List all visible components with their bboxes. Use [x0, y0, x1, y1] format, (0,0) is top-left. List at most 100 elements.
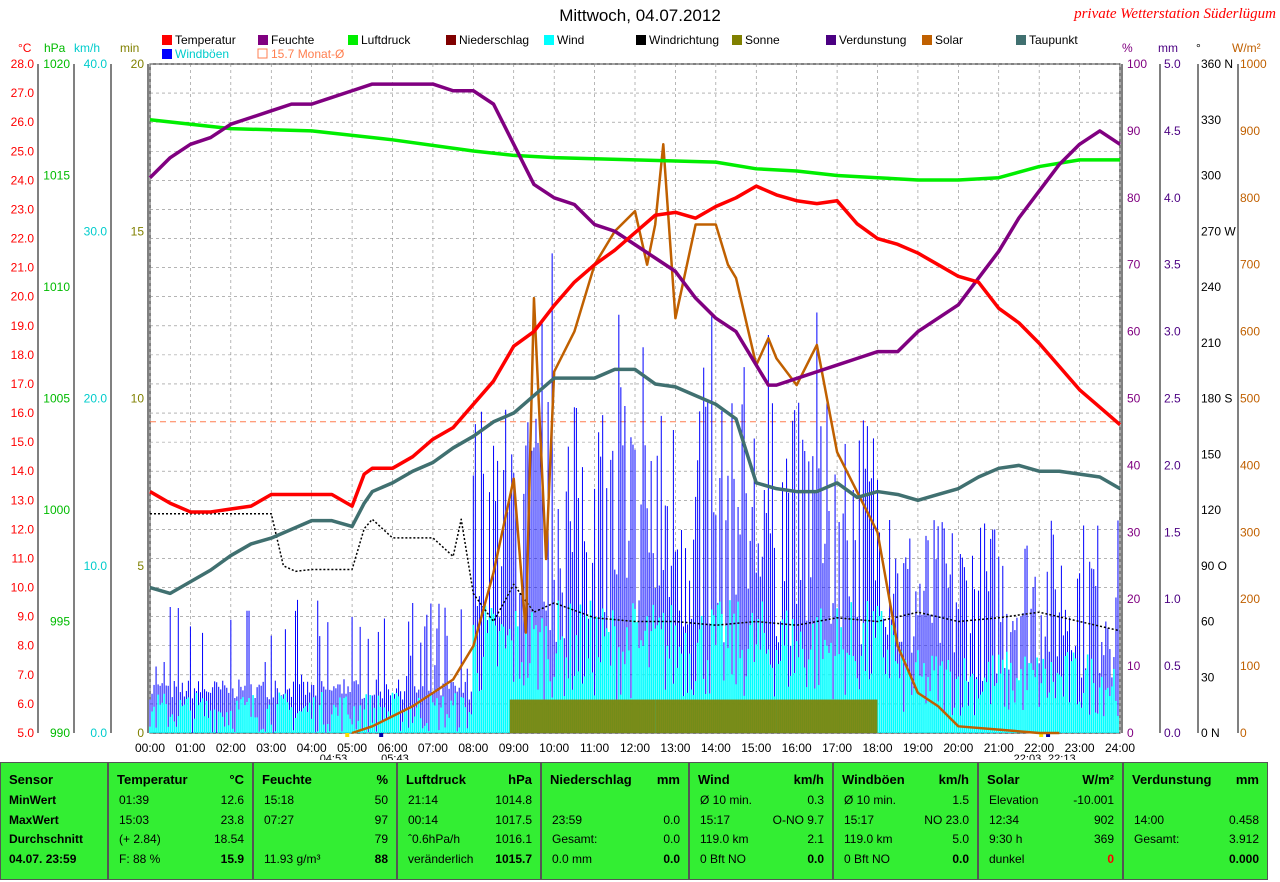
panel-row-time: (+ 2.84): [119, 832, 161, 846]
panel-verdunstung: Verdunstung mm 14:00 0.458 Gesamt: 3.912 0.000: [1123, 762, 1268, 880]
panel-row-time: 12:34: [989, 812, 1020, 827]
panel-header-label: Sensor: [9, 772, 54, 787]
panel-row-value: 0.0: [807, 851, 824, 866]
temp-axis-tick: 21.0: [11, 261, 35, 275]
panel-row-time: 14:00: [1134, 812, 1165, 827]
panel-header: Niederschlag mm: [550, 772, 680, 787]
pressure-axis-tick: 1015: [43, 169, 70, 183]
legend-label: Windböen: [175, 47, 229, 61]
solar-axis-tick: 800: [1240, 191, 1260, 205]
sun-axis-tick: 10: [131, 392, 145, 406]
x-tick-label: 16:00: [782, 741, 812, 755]
direction-axis-tick: 0 N: [1201, 726, 1220, 740]
panel-row-value: 369: [1093, 832, 1114, 846]
panel-row-value: 902: [1093, 812, 1114, 827]
x-tick-label: 01:00: [175, 741, 205, 755]
temp-axis-tick: 16.0: [11, 406, 35, 420]
panel-row-time: 21:14: [408, 793, 439, 807]
panel-row-label: 04.07. 23:59: [9, 851, 77, 866]
rain-axis-tick: 3.0: [1164, 325, 1181, 339]
legend-swatch: [162, 49, 172, 59]
temp-axis-tick: 11.0: [12, 551, 35, 565]
pressure-axis-tick: 1020: [43, 57, 70, 71]
temp-axis-tick: 19.0: [11, 319, 35, 333]
x-tick-label: 20:00: [943, 741, 973, 755]
x-mark-label: 05:43: [381, 753, 409, 760]
panel-row-value: 5.0: [952, 832, 969, 846]
panel-header-unit: hPa: [508, 772, 532, 787]
x-tick-label: 22:00: [1024, 741, 1054, 755]
direction-axis-tick: 30: [1201, 670, 1215, 684]
panel-niederschlag: Niederschlag mm 23:59 0.0 Gesamt: 0.0 0.0 mm 0.…: [541, 762, 689, 880]
panel-row-time: 119.0 km: [700, 832, 749, 846]
panel-row-value: 2.1: [807, 832, 824, 846]
legend-swatch: [446, 35, 456, 45]
x-tick-label: 18:00: [862, 741, 892, 755]
temp-axis-tick: 15.0: [11, 435, 35, 449]
panel-row-time: Ø 10 min.: [844, 793, 897, 807]
panel-row-value: 0.0: [663, 812, 680, 827]
panel-luftdruck: Luftdruck hPa 21:14 1014.8 00:14 1017.5 ˆ0.6hP…: [397, 762, 541, 880]
legend-label: Luftdruck: [361, 33, 411, 47]
panel-row-value: 18.54: [213, 832, 244, 846]
panel-feuchte: Feuchte% 15:18 50 07:27 97 79 11.93 g/m³ 88: [253, 762, 397, 880]
panel-row-time: ˆ0.6hPa/h: [408, 832, 461, 846]
panel-wind: Wind km/h Ø 10 min. 0.3 15:17 O-NO 9.7 119.0 k…: [689, 762, 833, 880]
panel-header: Solar W/m²: [987, 772, 1114, 787]
x-tick-label: 19:00: [903, 741, 933, 755]
panel-row-label: Durchschnitt: [9, 832, 84, 846]
panel-row-value: 79: [374, 832, 388, 846]
panel-row-value: 1014.8: [495, 793, 532, 807]
panel-header-label: Temperatur: [117, 772, 188, 787]
rain-axis-tick: 2.5: [1164, 392, 1181, 406]
sun-unit: min: [120, 41, 139, 55]
panel-header: Feuchte%: [262, 772, 388, 787]
x-tick-label: 21:00: [984, 741, 1014, 755]
direction-axis-tick: 270 W: [1201, 224, 1236, 238]
x-tick-label: 05:00: [337, 741, 367, 755]
rain-axis-tick: 0.0: [1164, 726, 1181, 740]
legend-swatch: [162, 35, 172, 45]
panel-row-value: 0.0: [663, 851, 680, 866]
sun-axis-tick: 5: [137, 559, 144, 573]
panel-row-time: 00:14: [408, 812, 439, 827]
x-tick-label: 03:00: [256, 741, 286, 755]
sun-axis-tick: 0: [137, 726, 144, 740]
temp-axis-tick: 26.0: [11, 115, 35, 129]
panel-row-time: 0.0 mm: [552, 851, 593, 866]
temp-axis-tick: 12.0: [11, 522, 35, 536]
direction-axis-tick: 330: [1201, 113, 1221, 127]
panel-row-time: 01:39: [119, 793, 150, 807]
rain-axis-tick: 1.0: [1164, 592, 1181, 606]
legend-label: Verdunstung: [839, 33, 906, 47]
series-temperatur: [149, 184, 1122, 514]
legend-swatch: [636, 35, 646, 45]
panel-row-value: 97: [374, 812, 388, 827]
panel-row-value: 15.9: [220, 851, 244, 866]
direction-axis-tick: 360 N: [1201, 57, 1233, 71]
x-tick-label: 11:00: [580, 741, 609, 755]
panel-header-unit: km/h: [793, 772, 824, 787]
panel-row-time: 15:03: [119, 812, 150, 827]
x-tick-label: 23:00: [1065, 741, 1095, 755]
legend-label: Taupunkt: [1029, 33, 1078, 47]
solar-axis-tick: 900: [1240, 124, 1260, 138]
direction-axis-tick: 300: [1201, 169, 1221, 183]
rain-axis-tick: 2.0: [1164, 458, 1181, 472]
legend-label: Solar: [935, 33, 963, 47]
panel-header: Luftdruck hPa: [406, 772, 532, 787]
panel-row-value: O-NO 9.7: [772, 812, 824, 827]
pressure-axis-tick: 1005: [43, 392, 70, 406]
panel-header-label: Windböen: [842, 772, 905, 787]
summary-panels: Sensor MinWert MaxWert Durchschnitt 04.07. 2…: [0, 762, 1280, 882]
panel-sensor: Sensor MinWert MaxWert Durchschnitt 04.07. 2…: [0, 762, 108, 880]
solar-axis-tick: 1000: [1240, 57, 1267, 71]
sun-axis-tick: 20: [131, 57, 145, 71]
humidity-axis-tick: 40: [1127, 458, 1141, 472]
direction-axis-tick: 240: [1201, 280, 1221, 294]
solar-axis-tick: 300: [1240, 525, 1260, 539]
panel-header-label: Solar: [987, 772, 1020, 787]
x-mark-label: 22:03: [1014, 753, 1042, 760]
panel-header-unit: W/m²: [1082, 772, 1114, 787]
wind-axis-tick: 30.0: [84, 224, 108, 238]
